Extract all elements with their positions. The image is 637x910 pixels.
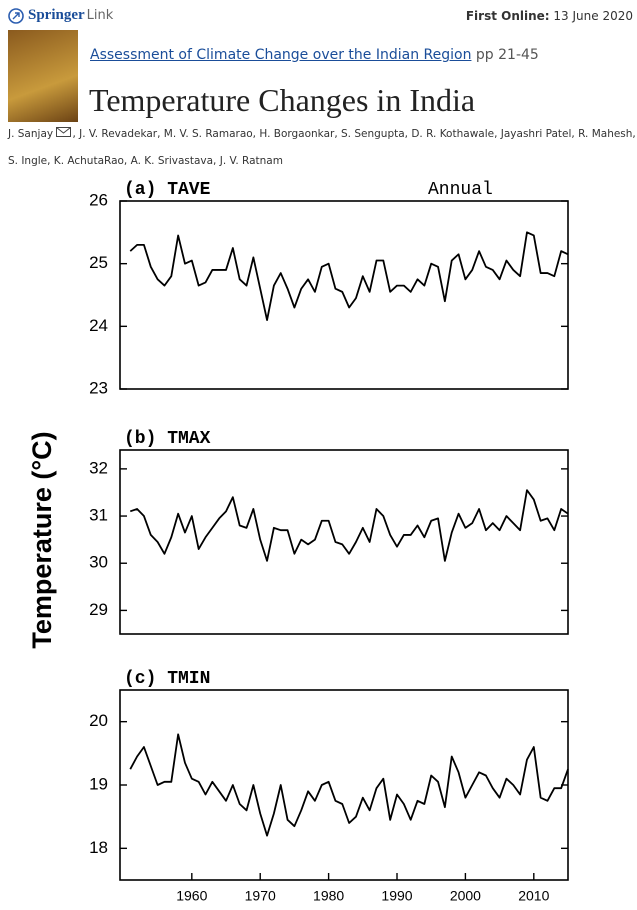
panel-title: (a) TAVE	[124, 180, 211, 200]
x-tick-label: 1960	[176, 888, 207, 904]
x-tick-label: 2010	[518, 888, 549, 904]
brand-suffix: Link	[86, 8, 114, 23]
y-tick-label: 23	[89, 378, 108, 397]
data-line	[129, 489, 569, 562]
y-axis-label: Temperature (°C)	[27, 431, 57, 648]
book-cover	[8, 30, 78, 122]
y-tick-label: 18	[89, 838, 108, 857]
logo-icon	[8, 8, 24, 24]
x-tick-label: 1970	[245, 888, 276, 904]
first-online-date: 13 June 2020	[553, 9, 633, 23]
plot-frame	[119, 689, 569, 881]
panel-title: (b) TMAX	[124, 429, 211, 449]
x-tick-label: 2000	[450, 888, 481, 904]
y-tick-label: 20	[89, 711, 108, 730]
annotation: Annual	[428, 180, 493, 200]
data-line	[129, 733, 569, 837]
y-tick-label: 25	[89, 253, 108, 272]
pages: pp 21-45	[475, 47, 539, 63]
y-tick-label: 24	[89, 316, 108, 335]
book-link[interactable]: Assessment of Climate Change over the In…	[90, 47, 472, 63]
y-tick-label: 26	[89, 190, 108, 209]
authors: , J. V. Revadekar, M. V. S. Ramarao, H. …	[72, 128, 636, 140]
first-online-label: First Online:	[465, 9, 550, 23]
y-tick-label: 19	[89, 774, 108, 793]
plot-frame	[119, 449, 569, 635]
data-line	[129, 231, 569, 321]
y-tick-label: 29	[89, 600, 108, 619]
book-line: Assessment of Climate Change over the In…	[90, 47, 539, 63]
y-tick-label: 32	[89, 458, 108, 477]
email-icon[interactable]	[56, 127, 72, 138]
panel-title: (c) TMIN	[124, 669, 210, 689]
first-online: First Online: 13 June 2020	[466, 9, 633, 23]
author[interactable]: J. Sanjay	[8, 128, 54, 140]
y-tick-label: 30	[89, 553, 108, 572]
brand-name: Springer	[28, 7, 85, 23]
authors-line: J. Sanjay , J. V. Revadekar, M. V. S. Ra…	[8, 127, 636, 140]
authors-line: S. Ingle, K. AchutaRao, A. K. Srivastava…	[8, 155, 283, 167]
brand: Springer Link	[28, 7, 113, 24]
x-tick-label: 1990	[381, 888, 412, 904]
plot-frame	[119, 200, 569, 390]
y-tick-label: 31	[89, 506, 108, 525]
x-tick-label: 1980	[313, 888, 344, 904]
article-title: Temperature Changes in India	[89, 82, 476, 118]
